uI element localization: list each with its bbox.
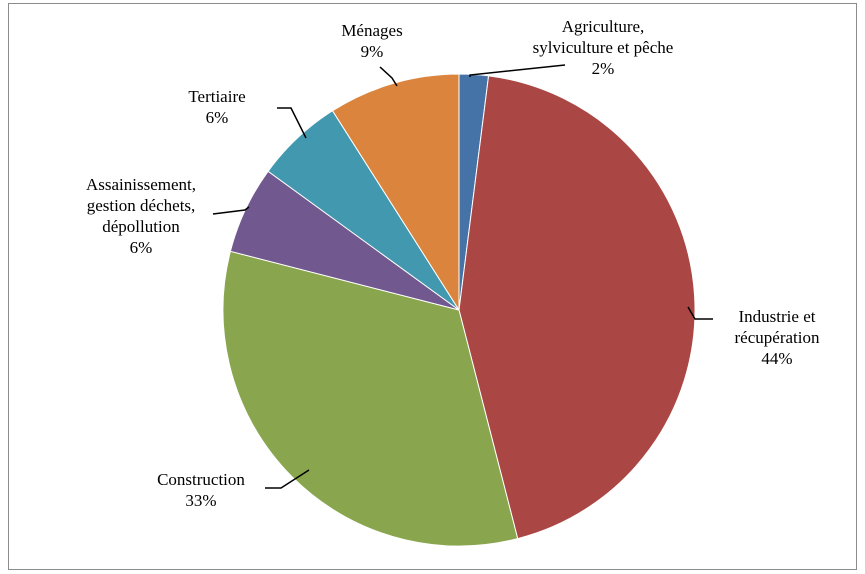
leader-line-tertiaire <box>277 107 307 139</box>
slice-name-agri: sylviculture et pêche <box>533 38 674 57</box>
slice-pct-tertiaire: 6% <box>206 108 229 127</box>
slice-pct-assainissement: 6% <box>130 238 153 257</box>
slice-name-industrie: Industrie et <box>739 307 816 326</box>
slice-name-tertiaire: Tertiaire <box>188 87 245 106</box>
slice-name-construction: Construction <box>157 470 245 489</box>
slice-pct-agri: 2% <box>592 59 615 78</box>
slice-label-tertiaire: Tertiaire 6% <box>188 87 245 127</box>
slice-pct-menages: 9% <box>361 42 384 61</box>
pie-slice-construction <box>222 250 519 547</box>
chart-frame: Agriculture, sylviculture et pêche 2% Indus… <box>8 3 857 570</box>
slice-label-industrie: Industrie et récupération 44% <box>735 307 820 368</box>
pie-slice-industrie <box>458 75 696 540</box>
leader-line-industrie <box>687 306 713 320</box>
slice-name-menages: Ménages <box>341 21 402 40</box>
slice-name-agri: Agriculture, <box>562 17 645 36</box>
leader-line-assainissement <box>212 206 250 215</box>
pie-chart: Agriculture, sylviculture et pêche 2% Indus… <box>86 17 820 547</box>
slice-pct-industrie: 44% <box>761 349 792 368</box>
slice-label-assainissement: Assainissement, gestion déchets, dépolluti… <box>86 175 196 257</box>
leader-line-menages <box>379 66 398 87</box>
slice-label-construction: Construction 33% <box>157 470 245 510</box>
slice-name-assainissement: dépollution <box>102 217 180 236</box>
leader-line-agri <box>469 64 566 77</box>
leader-line-construction <box>265 469 310 489</box>
slice-label-menages: Ménages 9% <box>341 21 402 61</box>
slice-pct-construction: 33% <box>185 491 216 510</box>
slice-name-industrie: récupération <box>735 328 820 347</box>
slice-label-agri: Agriculture, sylviculture et pêche 2% <box>533 17 674 78</box>
slice-name-assainissement: Assainissement, <box>86 175 196 194</box>
pie-slice-menages <box>331 73 460 312</box>
slice-name-assainissement: gestion déchets, <box>87 196 196 215</box>
